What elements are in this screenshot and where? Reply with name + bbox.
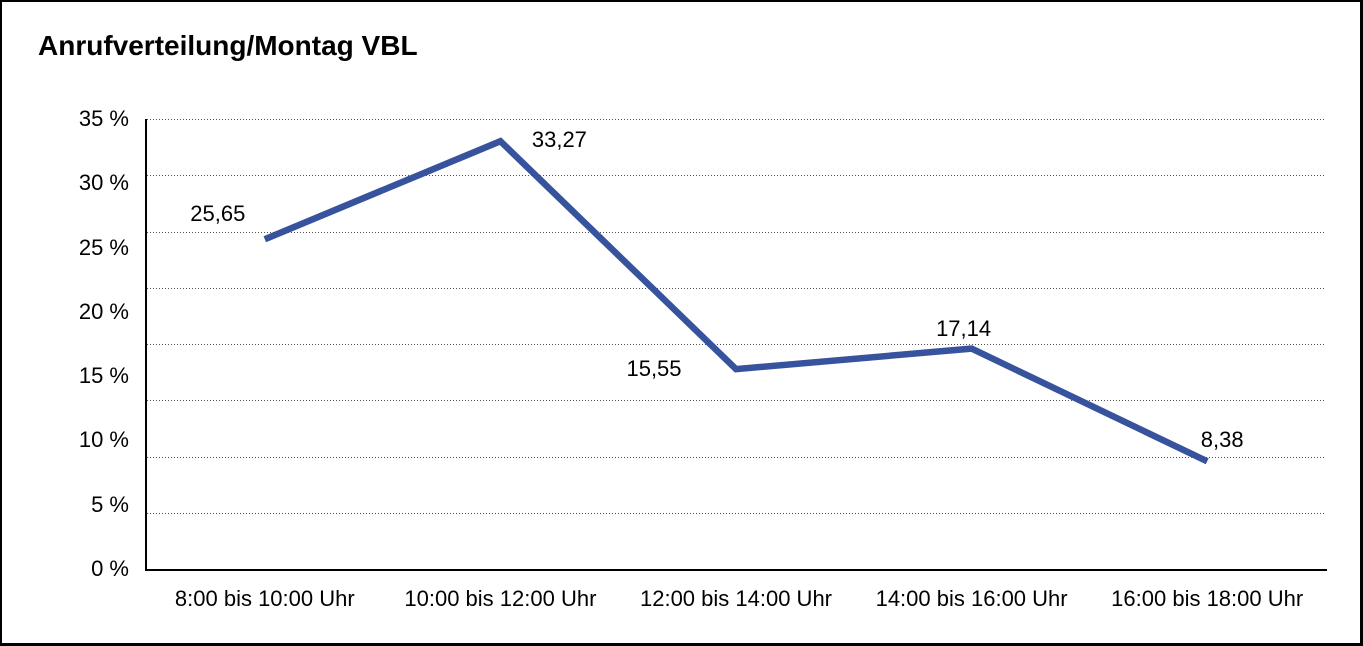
gridline (147, 175, 1325, 176)
y-axis-tick-label: 20 % (78, 298, 129, 324)
x-axis-category-label: 12:00 bis 14:00 Uhr (639, 586, 833, 611)
chart-title: Anrufverteilung/Montag VBL (38, 30, 418, 61)
data-point-label: 8,38 (1200, 427, 1244, 453)
data-point-label: 17,14 (936, 315, 992, 341)
y-axis-tick-label: 25 % (78, 234, 129, 260)
data-point-label: 33,27 (531, 127, 587, 153)
x-axis-category-label: 14:00 bis 16:00 Uhr (875, 586, 1068, 611)
x-axis-category-label: 8:00 bis 10:00 Uhr (174, 586, 355, 611)
gridline (147, 288, 1325, 289)
gridline (147, 513, 1325, 514)
line-series (263, 137, 1209, 465)
gridline (147, 457, 1325, 458)
y-axis-tick-label: 15 % (78, 363, 129, 389)
y-axis-tick-label: 10 % (78, 427, 129, 453)
y-axis-tick-label: 30 % (78, 170, 129, 196)
y-axis-tick-label: 5 % (91, 491, 129, 517)
data-point-label: 25,65 (190, 201, 246, 227)
x-axis-category-label: 10:00 bis 12:00 Uhr (404, 586, 597, 611)
y-axis-tick-label: 0 % (91, 556, 129, 581)
gridline (147, 344, 1325, 345)
plot-area: 25,65 33,27 15,55 17,14 8,38 (145, 119, 1327, 571)
x-axis-category-label: 16:00 bis 18:00 Uhr (1111, 586, 1304, 611)
gridline (147, 119, 1325, 120)
gridline (147, 400, 1325, 401)
y-axis-tick-label: 35 % (78, 106, 129, 131)
gridline (147, 232, 1325, 233)
data-point-label: 15,55 (626, 356, 682, 382)
data-series-line (263, 137, 1209, 465)
